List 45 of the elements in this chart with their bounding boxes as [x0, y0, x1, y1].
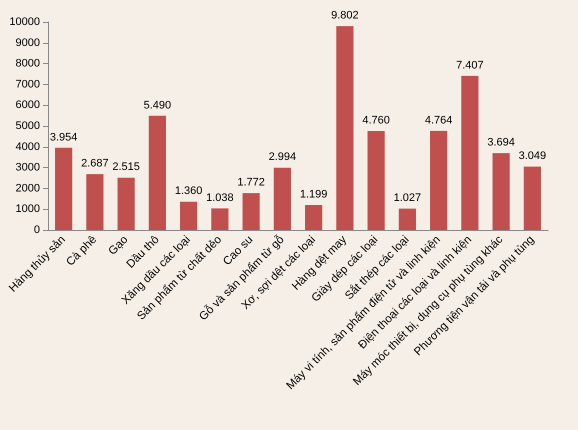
bar — [86, 174, 104, 230]
bar — [148, 116, 166, 230]
data-label: 5.490 — [144, 99, 172, 112]
x-tick-label: Gạo — [106, 234, 130, 258]
bar — [118, 178, 135, 230]
data-label: 1.199 — [300, 188, 328, 201]
bar — [430, 130, 448, 230]
bar — [368, 130, 385, 230]
bar — [211, 208, 228, 230]
bar — [492, 153, 510, 230]
data-label: 4.760 — [362, 114, 390, 126]
y-tick-label: 10000 — [9, 16, 40, 28]
bar — [305, 205, 322, 230]
bar — [274, 168, 291, 230]
data-label: 1.027 — [394, 192, 422, 204]
y-tick-label: 3000 — [16, 162, 40, 174]
bar — [398, 208, 416, 230]
y-tick-label: 5000 — [16, 120, 40, 132]
data-label: 2.687 — [81, 158, 109, 170]
data-label: 3.049 — [518, 150, 546, 162]
bar — [336, 26, 354, 230]
y-tick-label: 1000 — [16, 203, 40, 216]
data-label: 9.802 — [331, 10, 359, 22]
data-label: 1.360 — [174, 185, 202, 198]
bar — [242, 193, 260, 230]
y-tick-label: 4000 — [16, 140, 40, 153]
bar — [180, 202, 198, 230]
bar — [524, 166, 541, 230]
bar — [55, 148, 72, 230]
x-tick-label: Cà phê — [64, 234, 100, 268]
y-tick-label: 2000 — [16, 182, 40, 194]
data-label: 4.764 — [424, 114, 452, 126]
y-tick-label: 9000 — [16, 36, 40, 49]
y-tick-label: 6000 — [16, 99, 40, 112]
y-tick-label: 8000 — [16, 58, 40, 70]
data-label: 3.954 — [50, 131, 78, 144]
data-label: 7.407 — [456, 59, 484, 72]
data-label: 1.772 — [237, 176, 265, 189]
data-label: 3.694 — [487, 136, 515, 149]
y-tick-label: 0 — [34, 224, 40, 236]
data-label: 1.038 — [206, 192, 234, 204]
data-label: 2.515 — [112, 161, 140, 174]
bar — [461, 76, 478, 230]
y-tick-label: 7000 — [16, 78, 40, 90]
data-label: 2.994 — [268, 151, 296, 164]
